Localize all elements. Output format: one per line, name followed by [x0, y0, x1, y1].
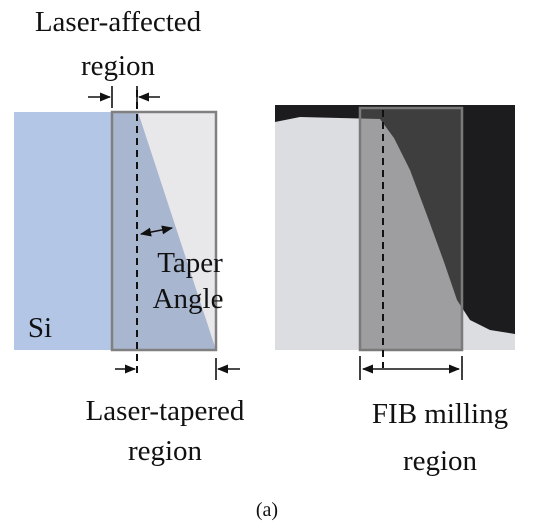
caption: (a): [256, 499, 278, 521]
label: region: [128, 435, 203, 467]
label: Taper: [157, 247, 223, 279]
label: region: [81, 50, 156, 82]
label: FIB milling: [372, 398, 508, 430]
label: Laser-affected: [35, 6, 202, 38]
label: Angle: [153, 283, 224, 315]
fib-box: [360, 108, 462, 350]
label: Laser-tapered: [86, 395, 245, 427]
label: Si: [28, 312, 52, 344]
label: region: [403, 445, 478, 477]
figure: Laser-affected region Taper Angle Si Las…: [0, 0, 534, 523]
micrograph: [275, 105, 515, 380]
